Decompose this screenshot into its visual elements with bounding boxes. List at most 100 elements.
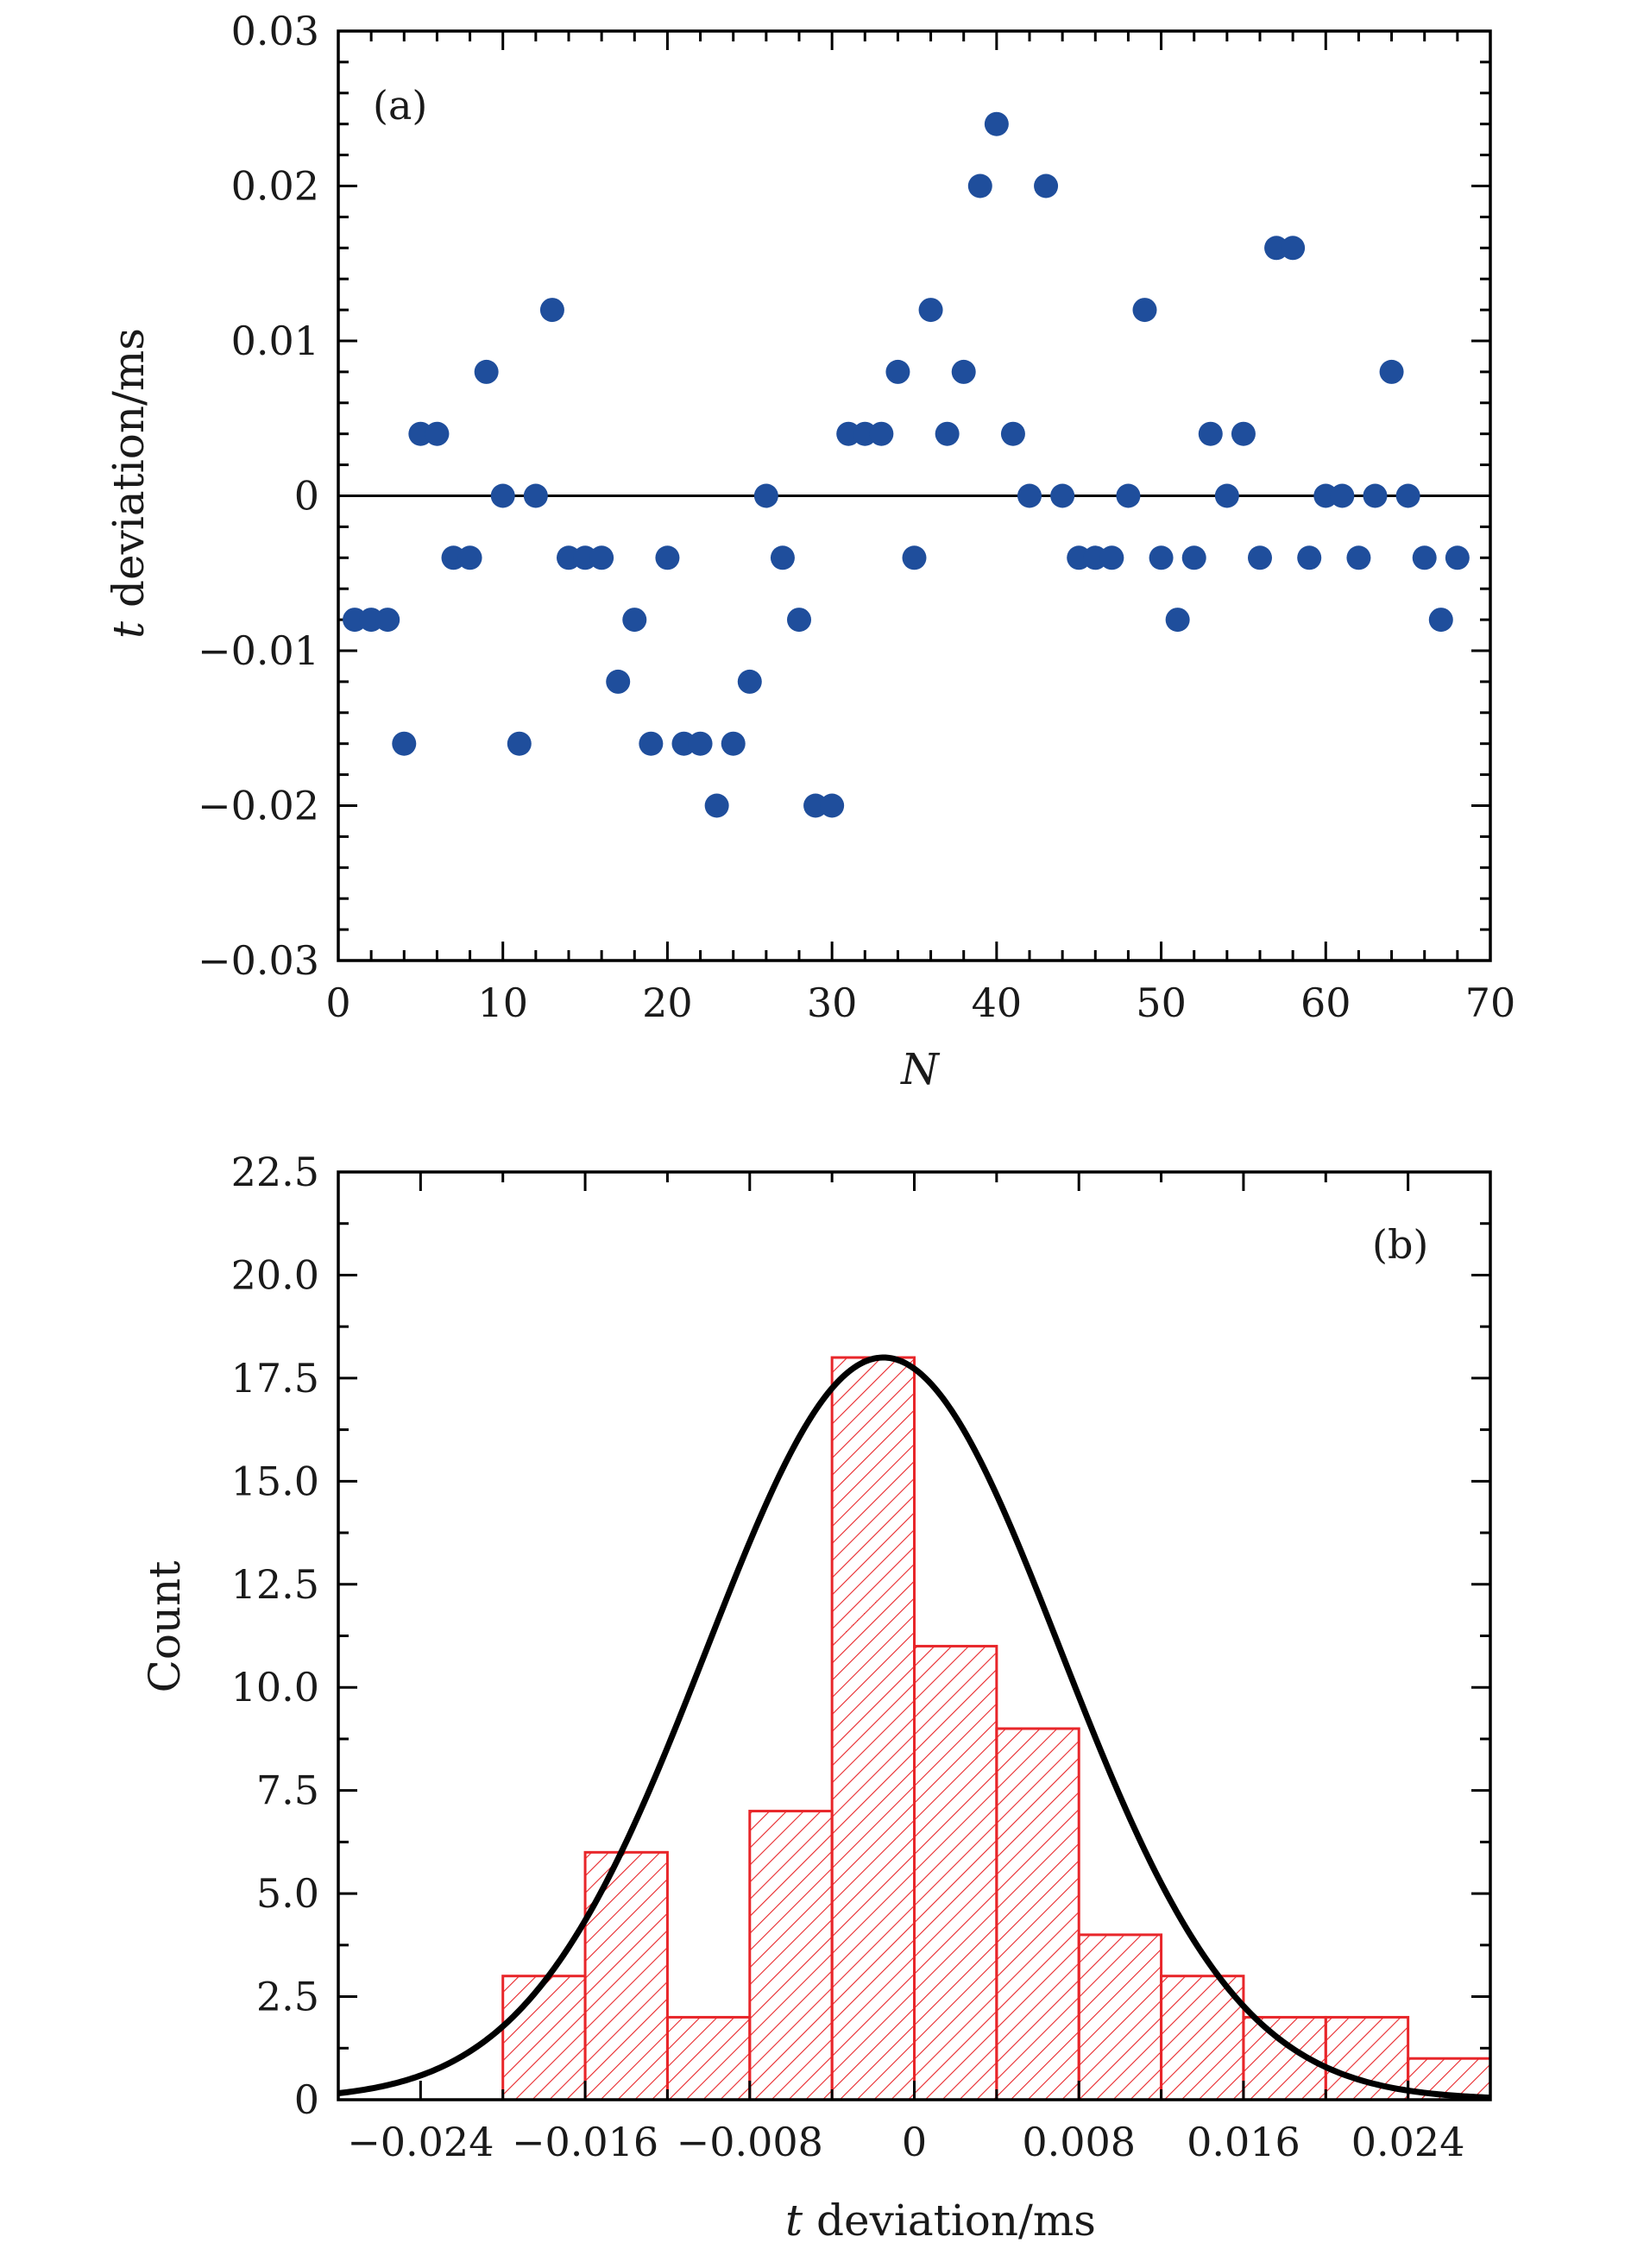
data-point: [951, 359, 976, 384]
y-tick-label: −0.03: [198, 937, 319, 984]
data-point: [1050, 483, 1075, 508]
data-point: [474, 359, 499, 384]
y-tick-label: 12.5: [231, 1561, 319, 1608]
data-point: [1231, 421, 1256, 446]
y-tick-label: 17.5: [231, 1355, 319, 1402]
data-point: [1165, 608, 1190, 633]
x-tick-label: 0.016: [1187, 2119, 1300, 2165]
data-point: [1034, 173, 1059, 198]
data-point: [1000, 421, 1025, 446]
data-point: [507, 731, 532, 756]
data-point: [1363, 483, 1388, 508]
data-point: [1428, 608, 1453, 633]
panel-b-tick-labels: −0.024 −0.016 −0.008 0 0.008 0.016 0.024 0 2.5 5.…: [231, 1149, 1465, 2165]
data-point: [1116, 483, 1141, 508]
x-tick-label: 0.024: [1351, 2119, 1465, 2165]
histogram-bar: [748, 1810, 834, 2101]
x-tick-label: −0.008: [677, 2119, 823, 2165]
x-tick-label: 0: [325, 980, 350, 1026]
y-tick-label: 0: [294, 473, 319, 520]
data-point: [1181, 545, 1206, 570]
histogram-bar: [501, 1975, 587, 2101]
panel-a-x-axis-label: N: [900, 1044, 941, 1094]
data-point: [935, 421, 960, 446]
panel-b-x-axis-label-var: t: [785, 2196, 803, 2246]
data-point: [539, 298, 564, 323]
data-point: [1132, 298, 1157, 323]
y-tick-label: 0.02: [231, 163, 319, 210]
data-point: [1214, 483, 1239, 508]
data-point: [1297, 545, 1322, 570]
data-point: [1412, 545, 1437, 570]
x-tick-label: 30: [807, 980, 858, 1026]
panel-b-histogram: −0.024 −0.016 −0.008 0 0.008 0.016 0.024 0 2.5 5.…: [140, 1149, 1492, 2246]
panel-b-frame: [337, 1170, 1492, 2101]
histogram-bar: [1077, 1933, 1163, 2101]
histogram-bar: [830, 1356, 916, 2101]
data-point: [918, 298, 943, 323]
panel-a-frame: [337, 29, 1492, 962]
data-point: [639, 731, 664, 756]
panel-b-x-axis-label: t deviation/ms: [785, 2196, 1096, 2246]
data-point: [1281, 236, 1306, 261]
data-point: [1445, 545, 1470, 570]
y-tick-label: 20.0: [231, 1251, 319, 1298]
data-point: [1017, 483, 1042, 508]
data-point: [457, 545, 482, 570]
y-tick-label: 2.5: [256, 1974, 319, 2020]
y-tick-label: 22.5: [231, 1149, 319, 1195]
data-point: [490, 483, 515, 508]
x-tick-label: 0.008: [1022, 2119, 1136, 2165]
data-point: [523, 483, 548, 508]
panel-b-label: (b): [1372, 1221, 1428, 1268]
data-point: [425, 421, 450, 446]
panel-a-tick-labels: 0 10 20 30 40 50 60 70 −0.03 −0.02 −0.01 0 0.01 0.02 0…: [198, 8, 1515, 1026]
data-point: [737, 669, 762, 694]
data-point: [820, 793, 845, 818]
panel-a-y-axis-label-var: t: [104, 621, 154, 639]
x-tick-label: −0.024: [347, 2119, 494, 2165]
data-point: [589, 545, 614, 570]
panel-b-bars: [501, 1356, 1492, 2101]
histogram-bar: [913, 1644, 998, 2101]
data-point: [375, 608, 400, 633]
panel-b-y-axis-label: Count: [140, 1561, 190, 1693]
data-point: [1379, 359, 1404, 384]
histogram-bar: [665, 2015, 752, 2101]
data-point: [606, 669, 631, 694]
data-point: [753, 483, 778, 508]
y-tick-label: 5.0: [256, 1870, 319, 1917]
x-tick-label: 20: [642, 980, 693, 1026]
panel-a-points: [343, 111, 1470, 818]
histogram-bar: [995, 1727, 1080, 2101]
y-tick-label: 0: [294, 2076, 319, 2123]
data-point: [1346, 545, 1371, 570]
x-tick-label: 60: [1300, 980, 1351, 1026]
y-tick-label: 7.5: [256, 1767, 319, 1814]
x-tick-label: −0.016: [512, 2119, 658, 2165]
y-tick-label: 0.03: [231, 8, 319, 54]
data-point: [902, 545, 927, 570]
y-tick-label: −0.01: [198, 627, 319, 674]
data-point: [622, 608, 647, 633]
y-tick-label: 15.0: [231, 1458, 319, 1504]
panel-a-y-axis-label-text: deviation/ms: [104, 328, 154, 621]
panel-a-label: (a): [373, 82, 427, 129]
panel-b-x-axis-label-text: deviation/ms: [803, 2196, 1096, 2246]
data-point: [967, 173, 992, 198]
x-tick-label: 0: [902, 2119, 927, 2165]
x-tick-label: 70: [1465, 980, 1516, 1026]
data-point: [655, 545, 680, 570]
data-point: [1330, 483, 1355, 508]
y-tick-label: 0.01: [231, 318, 319, 364]
y-tick-label: −0.02: [198, 783, 319, 829]
data-point: [984, 111, 1009, 136]
gaussian-fit-curve: [338, 1354, 1490, 2100]
x-tick-label: 10: [477, 980, 528, 1026]
data-point: [704, 793, 729, 818]
histogram-bar: [583, 1850, 669, 2101]
y-tick-label: 10.0: [231, 1664, 319, 1710]
data-point: [1099, 545, 1124, 570]
